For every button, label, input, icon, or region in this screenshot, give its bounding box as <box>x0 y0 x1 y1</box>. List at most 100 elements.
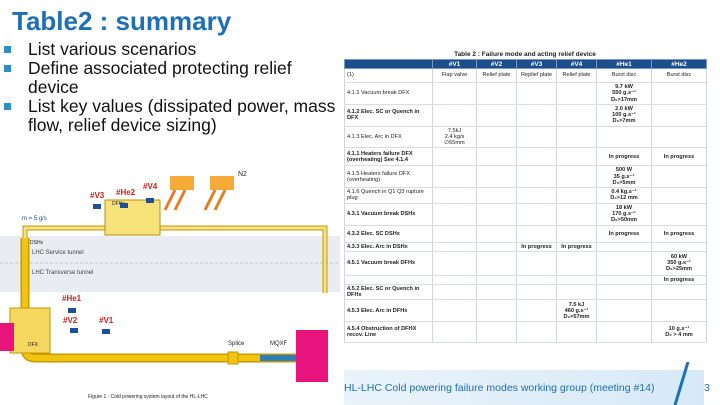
table-cell: 7.5kJ 2.4 kg/s ∅65mm <box>432 126 477 149</box>
table-cell <box>651 284 707 301</box>
table-cell: In progress <box>651 225 707 243</box>
table-row: 4.5.2 Elec. SC or Quench in DFHx <box>344 284 707 301</box>
table-cell <box>596 126 652 149</box>
splice-label: Splice <box>228 341 245 347</box>
table-cell <box>476 126 517 149</box>
table-row: 4.1.3 Elec. Arc in DFX 7.5kJ 2.4 kg/s ∅65… <box>344 126 707 149</box>
table-cell <box>516 203 557 226</box>
current-leads-2 <box>210 176 234 190</box>
scenario-cell: 4.3.2 Elec. SC DSHx <box>344 225 433 243</box>
table-header: #V1 <box>432 59 477 69</box>
scenario-cell: 4.5.3 Elec. Arc in DFHx <box>344 299 433 323</box>
table-cell: Flap valve <box>432 68 477 83</box>
dfx-cryostat <box>9 307 51 354</box>
failure-mode-table: #V1 #V2 #V3 #V4 #He1 #He2 (1) Flap valve R… <box>344 59 707 344</box>
table-cell <box>556 203 597 226</box>
bullet-text: List key values (dissipated power, mass … <box>28 96 336 135</box>
table-cell: 10 g.s⁻¹ D₀ > 4 mm <box>651 321 707 344</box>
table-cell <box>432 147 477 167</box>
table-cell <box>651 203 707 226</box>
table-cell <box>596 299 652 323</box>
table-cell <box>516 82 557 105</box>
table-cell <box>432 225 477 243</box>
bullet-icon <box>4 103 11 110</box>
table-cell <box>651 187 707 204</box>
table-cell <box>556 104 597 127</box>
table-cell <box>476 147 517 167</box>
slash-decoration <box>673 362 690 405</box>
table-cell <box>476 82 517 105</box>
scenario-cell: 4.1.3 Elec. Arc in DFX <box>344 126 433 149</box>
table-row: 4.1.1 Heaters failure DFX (overheating) … <box>344 147 707 167</box>
table-cell <box>556 126 597 149</box>
scenario-cell <box>344 275 433 286</box>
footer-bar <box>344 370 704 405</box>
bullet-item: List key values (dissipated power, mass … <box>4 97 339 135</box>
table-cell: 500 W 35 g.s⁻¹ D₀>5mm <box>596 165 652 189</box>
table-cell <box>516 299 557 323</box>
table-header: #V3 <box>516 59 557 69</box>
table-cell <box>556 165 597 189</box>
table-cell <box>432 251 477 276</box>
scenario-cell: 4.1.1 Vacuum break DFX <box>344 82 433 105</box>
table-cell <box>432 187 477 204</box>
table-cell: 9.7 kW 550 g.s⁻¹ D₀>17mm <box>596 82 652 105</box>
cold-powering-layout-diagram: LHC Service tunnel LHC Transverse tunnel… <box>0 171 340 400</box>
scenario-cell: 4.5.1 Vacuum break DFHx <box>344 251 433 276</box>
table-cell <box>432 165 477 189</box>
table-cell <box>516 147 557 167</box>
table-cell <box>476 203 517 226</box>
table-cell <box>432 203 477 226</box>
table-row: (1) Flap valve Relief plate Replief plate Re… <box>344 68 707 83</box>
bullet-text: List various scenarios <box>28 39 197 59</box>
table-cell <box>516 126 557 149</box>
bullet-icon <box>4 46 11 53</box>
table-row: 4.5.3 Elec. Arc in DFHx 7.5 kJ 460 g.s⁻¹ … <box>344 299 707 323</box>
table-cell: Replief plate <box>516 68 557 83</box>
table-cell <box>651 242 707 252</box>
table-cell <box>476 275 517 286</box>
table-cell <box>596 284 652 301</box>
table-cell <box>476 165 517 189</box>
table-cell <box>476 187 517 204</box>
table-cell <box>596 275 652 286</box>
table-row: 4.5.4 Obstruction of DFHX recov. Line 10 … <box>344 321 707 344</box>
he2-label: #He2 <box>116 188 136 197</box>
bullet-text: Define associated protecting relief devi… <box>28 58 292 97</box>
bullet-list: List various scenarios Define associated… <box>4 40 339 135</box>
relief-device-icons <box>68 198 154 334</box>
table-cell: In progress <box>651 275 707 286</box>
table-header: #He1 <box>596 59 652 69</box>
table-cell <box>516 251 557 276</box>
table-header-row: #V1 #V2 #V3 #V4 #He1 #He2 <box>344 59 707 69</box>
table-cell <box>432 82 477 105</box>
table-cell <box>596 321 652 344</box>
table-row: 4.5.1 Vacuum break DFHx 60 kW 350 g.s⁻¹ D… <box>344 251 707 276</box>
table-cell: Burst disc <box>596 68 652 83</box>
table-cell <box>596 251 652 276</box>
table-row: In progress <box>344 275 707 286</box>
n2-label: N2 <box>238 171 247 178</box>
table-row: 4.1.6 Quench in Q1 Q3 rupture plug 0.4 kg… <box>344 187 707 204</box>
table-row: 4.1.1 Vacuum break DFX 9.7 kW 550 g.s⁻¹ D… <box>344 82 707 105</box>
table-cell <box>432 284 477 301</box>
table-header: #V2 <box>476 59 517 69</box>
table-cell <box>432 104 477 127</box>
table-body: (1) Flap valve Relief plate Replief plate Re… <box>344 68 707 344</box>
table-cell <box>476 321 517 344</box>
table-cell: 7.5 kJ 460 g.s⁻¹ D₀>57mm <box>556 299 597 323</box>
v3-label: #V3 <box>90 191 105 200</box>
footer-text: HL-LHC Cold powering failure modes worki… <box>344 382 655 394</box>
table-cell <box>556 251 597 276</box>
bullet-item: List various scenarios <box>4 40 339 59</box>
table-cell <box>516 275 557 286</box>
table-cell <box>596 242 652 252</box>
table-cell <box>516 165 557 189</box>
table-cell: In progress <box>651 147 707 167</box>
scenario-cell: 4.1.5 Heaters failure DFX (overheating) <box>344 165 433 189</box>
table-caption: Table 2 : Failure mode and acting relief… <box>454 51 596 58</box>
table-cell <box>556 187 597 204</box>
scenario-cell: (1) <box>344 68 433 83</box>
table-cell: Burst disc <box>651 68 707 83</box>
dfhx-box <box>104 199 161 236</box>
